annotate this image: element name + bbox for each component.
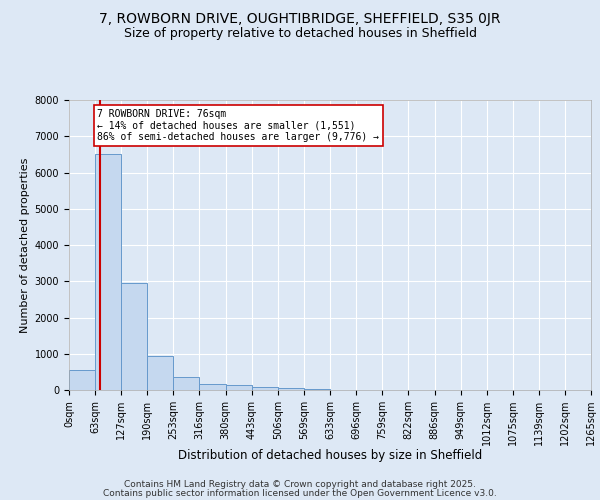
Bar [226,386,252,390]
Text: 7, ROWBORN DRIVE, OUGHTIBRIDGE, SHEFFIELD, S35 0JR: 7, ROWBORN DRIVE, OUGHTIBRIDGE, SHEFFIEL… [99,12,501,26]
Bar [148,356,173,390]
Bar [252,388,278,390]
Text: Contains public sector information licensed under the Open Government Licence v3: Contains public sector information licen… [103,488,497,498]
Text: Contains HM Land Registry data © Crown copyright and database right 2025.: Contains HM Land Registry data © Crown c… [124,480,476,489]
Bar [199,384,226,390]
Bar [173,378,199,390]
Bar [69,370,95,390]
Text: Size of property relative to detached houses in Sheffield: Size of property relative to detached ho… [124,28,476,40]
Bar [121,283,148,390]
Y-axis label: Number of detached properties: Number of detached properties [20,158,31,332]
Bar [278,388,304,390]
Text: 7 ROWBORN DRIVE: 76sqm
← 14% of detached houses are smaller (1,551)
86% of semi-: 7 ROWBORN DRIVE: 76sqm ← 14% of detached… [97,109,379,142]
X-axis label: Distribution of detached houses by size in Sheffield: Distribution of detached houses by size … [178,450,482,462]
Bar [95,154,121,390]
